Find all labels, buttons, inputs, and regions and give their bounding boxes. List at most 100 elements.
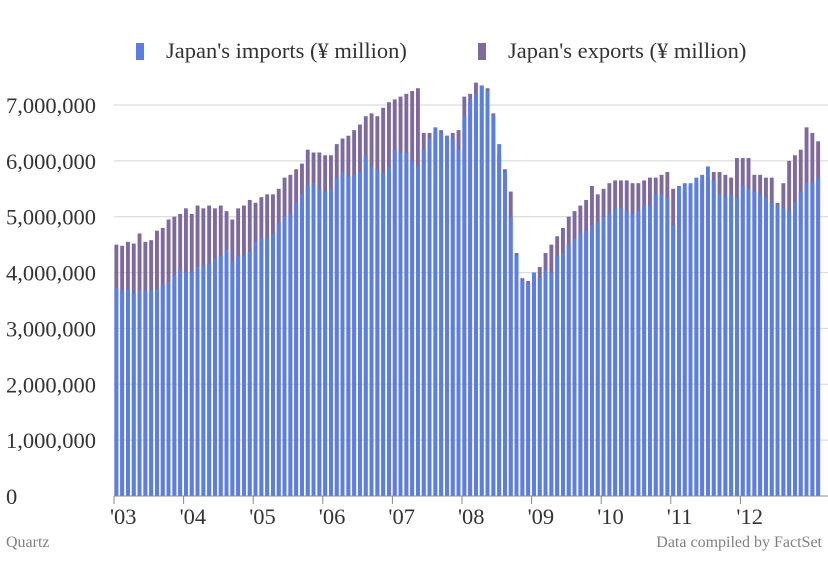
bar-imports xyxy=(572,239,577,497)
bar-imports xyxy=(549,272,554,496)
x-tick-label: '05 xyxy=(249,504,276,529)
bar-imports xyxy=(155,289,159,496)
bar-imports xyxy=(195,266,200,496)
bar-imports xyxy=(810,183,815,496)
bar-imports xyxy=(468,99,473,497)
bar-imports xyxy=(619,208,623,497)
legend-label-imports: Japan's imports (¥ million) xyxy=(166,38,407,63)
x-tick-label: '09 xyxy=(528,504,555,529)
bar-imports xyxy=(166,282,171,496)
bar-imports xyxy=(584,230,589,496)
bar-imports xyxy=(642,205,647,497)
bar-imports xyxy=(288,213,293,496)
bar-imports xyxy=(636,211,641,496)
bar-imports xyxy=(375,169,380,496)
bar-imports xyxy=(462,116,467,497)
bar-imports xyxy=(543,269,548,496)
bar-imports xyxy=(294,202,299,496)
bar-imports xyxy=(671,225,676,497)
bar-imports xyxy=(358,172,362,496)
bar-imports xyxy=(276,222,281,497)
bar-imports xyxy=(793,202,797,496)
bar-imports xyxy=(207,264,212,496)
bar-imports xyxy=(561,253,565,496)
bar-imports xyxy=(798,191,803,497)
bar-imports xyxy=(514,255,519,496)
bar-imports xyxy=(526,283,531,496)
bar-imports xyxy=(201,265,206,496)
bar-imports xyxy=(653,194,658,496)
bar-imports xyxy=(601,216,606,496)
y-tick-label: 5,000,000 xyxy=(6,205,96,230)
bar-imports xyxy=(787,211,792,496)
bar-imports xyxy=(758,194,763,496)
bar-imports xyxy=(677,185,681,496)
bar-imports xyxy=(189,271,194,496)
bar-imports xyxy=(816,177,821,496)
legend-swatch-exports xyxy=(478,42,486,60)
bar-imports xyxy=(305,185,310,496)
bar-imports xyxy=(688,183,693,496)
bar-imports xyxy=(317,188,322,497)
x-tick-label: '03 xyxy=(110,504,137,529)
bar-imports xyxy=(271,233,275,496)
bar-imports xyxy=(247,251,252,496)
bar-imports xyxy=(700,174,705,497)
bar-imports xyxy=(387,166,391,496)
source-credit: Quartz xyxy=(6,534,50,551)
bar-imports xyxy=(503,172,507,496)
bar-imports xyxy=(781,208,786,497)
bar-imports xyxy=(369,166,374,496)
bar-imports xyxy=(340,172,345,496)
bar-imports xyxy=(352,174,357,497)
bar-imports xyxy=(282,216,287,496)
bar-imports xyxy=(259,239,264,497)
bar-imports xyxy=(706,166,710,496)
bar-imports xyxy=(659,194,664,496)
y-tick-label: 2,000,000 xyxy=(6,372,96,397)
bar-imports xyxy=(648,205,652,497)
bar-imports xyxy=(427,138,432,496)
bar-imports xyxy=(537,278,542,496)
bar-imports xyxy=(149,290,154,496)
bar-imports xyxy=(410,160,415,496)
y-tick-label: 4,000,000 xyxy=(6,261,96,286)
bar-imports xyxy=(450,138,455,496)
bar-imports xyxy=(740,185,745,496)
bar-imports xyxy=(474,93,478,496)
bar-imports xyxy=(595,222,600,497)
bar-imports xyxy=(746,188,751,497)
bar-imports xyxy=(329,188,333,497)
bar-imports xyxy=(439,132,444,496)
bar-imports xyxy=(363,155,368,496)
bar-imports xyxy=(172,275,177,496)
bar-imports xyxy=(775,205,780,497)
y-tick-label: 1,000,000 xyxy=(6,428,96,453)
bar-imports xyxy=(485,91,490,497)
bar-imports xyxy=(253,241,258,496)
bar-imports xyxy=(143,291,148,496)
bar-imports xyxy=(682,183,687,496)
bar-imports xyxy=(607,213,612,496)
legend-swatch-imports xyxy=(136,42,144,60)
bar-imports xyxy=(404,152,409,496)
bar-imports xyxy=(566,244,571,496)
bar-imports xyxy=(445,135,449,496)
bar-imports xyxy=(381,173,386,496)
x-tick-label: '12 xyxy=(736,504,763,529)
x-tick-label: '06 xyxy=(319,504,346,529)
bar-imports xyxy=(230,262,235,496)
bar-imports xyxy=(160,284,165,496)
bar-imports xyxy=(630,213,635,496)
bar-imports xyxy=(120,290,125,496)
legend-item-imports[interactable]: Japan's imports (¥ million) xyxy=(136,34,407,68)
bar-imports xyxy=(520,280,525,496)
bar-imports xyxy=(416,166,420,496)
bar-imports xyxy=(764,197,768,496)
legend-item-exports[interactable]: Japan's exports (¥ million) xyxy=(478,34,746,68)
bar-imports xyxy=(126,289,130,496)
bar-imports xyxy=(421,149,426,496)
bar-imports xyxy=(694,177,699,496)
bar-imports xyxy=(624,211,629,496)
